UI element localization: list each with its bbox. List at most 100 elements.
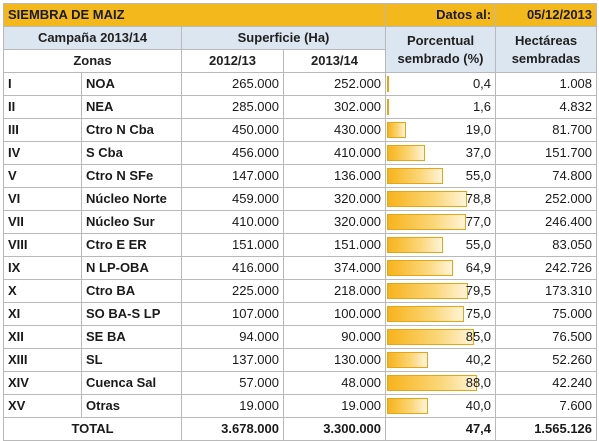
campaign-header: Campaña 2013/14 bbox=[3, 26, 182, 50]
zone-name: NOA bbox=[81, 72, 182, 96]
hectares-sown: 83.050 bbox=[495, 233, 598, 257]
percent-bar bbox=[387, 398, 428, 414]
percent-bar bbox=[387, 352, 429, 368]
surface-2013-14: 48.000 bbox=[282, 371, 387, 395]
percent-bar bbox=[387, 375, 477, 391]
percent-sown: 64,9 bbox=[385, 256, 497, 280]
surface-2013-14: 430.000 bbox=[282, 118, 387, 142]
surface-2012-13: 57.000 bbox=[181, 371, 284, 395]
percent-sown: 88,0 bbox=[385, 371, 497, 395]
total-year2: 3.300.000 bbox=[282, 417, 387, 441]
zone-name: Ctro BA bbox=[81, 279, 182, 303]
hectares-sown: 151.700 bbox=[495, 141, 598, 165]
percent-sown: 78,8 bbox=[385, 187, 497, 211]
zone-name: NEA bbox=[81, 95, 182, 119]
year1-header: 2012/13 bbox=[181, 49, 284, 73]
percent-bar bbox=[387, 306, 464, 322]
percent-sown: 0,4 bbox=[385, 72, 497, 96]
percent-sown: 55,0 bbox=[385, 233, 497, 257]
surface-2013-14: 100.000 bbox=[282, 302, 387, 326]
hectares-sown: 4.832 bbox=[495, 95, 598, 119]
surface-2012-13: 450.000 bbox=[181, 118, 284, 142]
hectares-sown: 42.240 bbox=[495, 371, 598, 395]
surface-2013-14: 320.000 bbox=[282, 187, 387, 211]
percent-bar bbox=[387, 260, 454, 276]
percent-value: 37,0 bbox=[465, 145, 492, 160]
hectares-sown: 242.726 bbox=[495, 256, 598, 280]
hectares-sown: 246.400 bbox=[495, 210, 598, 234]
percent-value: 75,0 bbox=[465, 306, 492, 321]
surface-2013-14: 19.000 bbox=[282, 394, 387, 418]
hectares-sown: 81.700 bbox=[495, 118, 598, 142]
total-hectares: 1.565.126 bbox=[495, 417, 598, 441]
total-label: TOTAL bbox=[3, 417, 182, 441]
table-row: IV S Cba 456.000 410.000 37,0 151.700 bbox=[3, 141, 598, 165]
percent-bar bbox=[387, 237, 444, 253]
maize-sowing-table: SIEMBRA DE MAIZ Datos al: 05/12/2013 Cam… bbox=[2, 3, 598, 441]
data-rows: I NOA 265.000 252.000 0,4 1.008 II NEA 285.000 30… bbox=[3, 72, 598, 418]
zone-number: I bbox=[3, 72, 82, 96]
zone-number: XI bbox=[3, 302, 82, 326]
percent-sown: 77,0 bbox=[385, 210, 497, 234]
surface-2013-14: 218.000 bbox=[282, 279, 387, 303]
percent-value: 55,0 bbox=[465, 237, 492, 252]
date-value: 05/12/2013 bbox=[495, 3, 598, 27]
percent-value: 55,0 bbox=[465, 168, 492, 183]
hectares-sown: 1.008 bbox=[495, 72, 598, 96]
zone-number: V bbox=[3, 164, 82, 188]
zone-number: XIII bbox=[3, 348, 82, 372]
percent-bar bbox=[387, 283, 469, 299]
table-row: XI SO BA-S LP 107.000 100.000 75,0 75.000 bbox=[3, 302, 598, 326]
zone-number: II bbox=[3, 95, 82, 119]
table-row: IX N LP-OBA 416.000 374.000 64,9 242.726 bbox=[3, 256, 598, 280]
percent-sown: 40,2 bbox=[385, 348, 497, 372]
zone-number: XII bbox=[3, 325, 82, 349]
zone-number: VII bbox=[3, 210, 82, 234]
percent-value: 79,5 bbox=[465, 283, 492, 298]
percent-sown: 75,0 bbox=[385, 302, 497, 326]
percent-value: 88,0 bbox=[465, 375, 492, 390]
hectares-sown: 7.600 bbox=[495, 394, 598, 418]
surface-2013-14: 320.000 bbox=[282, 210, 387, 234]
table-row: II NEA 285.000 302.000 1,6 4.832 bbox=[3, 95, 598, 119]
percent-bar bbox=[387, 76, 390, 92]
surface-2012-13: 137.000 bbox=[181, 348, 284, 372]
percent-bar bbox=[387, 214, 466, 230]
surface-2013-14: 302.000 bbox=[282, 95, 387, 119]
table-row: XII SE BA 94.000 90.000 85,0 76.500 bbox=[3, 325, 598, 349]
percent-bar bbox=[387, 168, 444, 184]
table-row: VII Núcleo Sur 410.000 320.000 77,0 246.400 bbox=[3, 210, 598, 234]
table-row: XIV Cuenca Sal 57.000 48.000 88,0 42.240 bbox=[3, 371, 598, 395]
percent-value: 85,0 bbox=[465, 329, 492, 344]
hectares-sown: 75.000 bbox=[495, 302, 598, 326]
zones-header: Zonas bbox=[3, 49, 182, 73]
percent-value: 1,6 bbox=[472, 99, 492, 114]
percent-sown: 79,5 bbox=[385, 279, 497, 303]
zone-name: N LP-OBA bbox=[81, 256, 182, 280]
total-percent: 47,4 bbox=[385, 417, 497, 441]
percent-sown: 37,0 bbox=[385, 141, 497, 165]
percent-bar bbox=[387, 191, 468, 207]
percent-value: 40,0 bbox=[465, 398, 492, 413]
table-row: XIII SL 137.000 130.000 40,2 52.260 bbox=[3, 348, 598, 372]
zone-name: S Cba bbox=[81, 141, 182, 165]
zone-number: X bbox=[3, 279, 82, 303]
surface-2013-14: 151.000 bbox=[282, 233, 387, 257]
table-row: XV Otras 19.000 19.000 40,0 7.600 bbox=[3, 394, 598, 418]
surface-2013-14: 252.000 bbox=[282, 72, 387, 96]
year2-header: 2013/14 bbox=[282, 49, 387, 73]
surface-2013-14: 374.000 bbox=[282, 256, 387, 280]
zone-name: SL bbox=[81, 348, 182, 372]
table-row: V Ctro N SFe 147.000 136.000 55,0 74.800 bbox=[3, 164, 598, 188]
zone-number: VIII bbox=[3, 233, 82, 257]
percent-sown: 19,0 bbox=[385, 118, 497, 142]
hectares-header: Hectáreas sembradas bbox=[495, 26, 598, 73]
surface-2012-13: 285.000 bbox=[181, 95, 284, 119]
zone-number: IV bbox=[3, 141, 82, 165]
title-row: SIEMBRA DE MAIZ Datos al: 05/12/2013 bbox=[2, 3, 598, 27]
hectares-sown: 52.260 bbox=[495, 348, 598, 372]
table-row: VIII Ctro E ER 151.000 151.000 55,0 83.050 bbox=[3, 233, 598, 257]
zone-number: III bbox=[3, 118, 82, 142]
zone-number: XIV bbox=[3, 371, 82, 395]
hectares-sown: 74.800 bbox=[495, 164, 598, 188]
